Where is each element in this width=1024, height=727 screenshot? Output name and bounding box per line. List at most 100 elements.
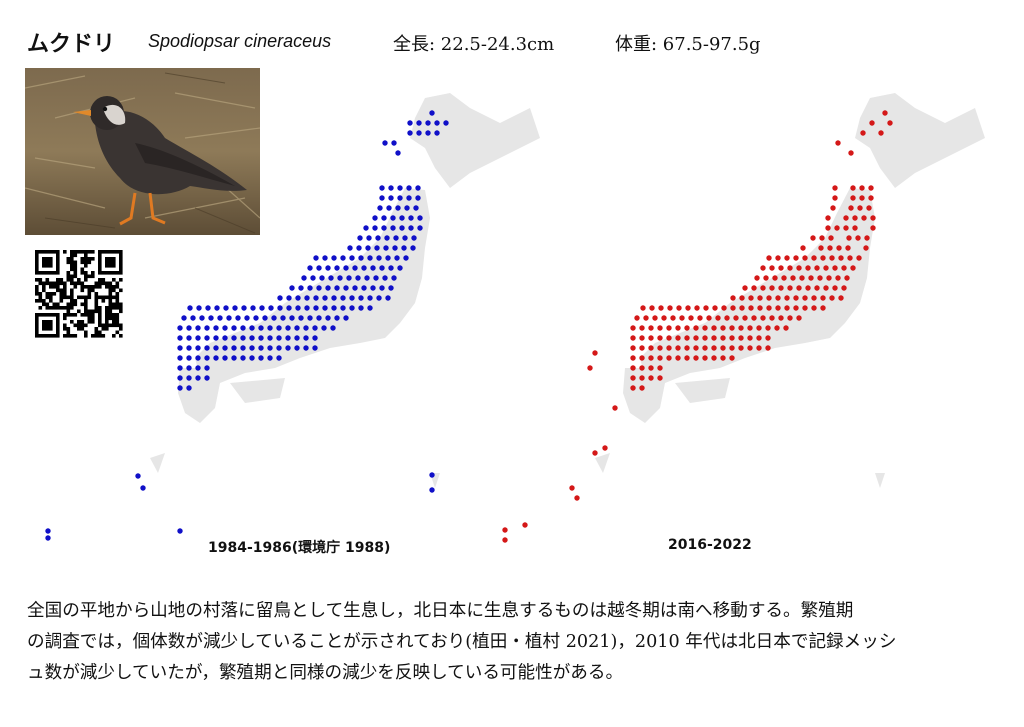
record-dot — [783, 325, 789, 331]
record-dot — [827, 245, 833, 251]
record-dot — [729, 335, 735, 341]
record-dot — [684, 355, 690, 361]
record-dot — [391, 275, 397, 281]
record-dot — [271, 315, 277, 321]
record-dot — [648, 335, 654, 341]
record-dot — [846, 235, 852, 241]
record-dot — [135, 473, 141, 479]
record-dot — [384, 235, 390, 241]
record-dot — [231, 345, 237, 351]
record-dot — [751, 285, 757, 291]
record-dot — [787, 285, 793, 291]
record-dot — [392, 245, 398, 251]
record-dot — [312, 325, 318, 331]
record-dot — [790, 275, 796, 281]
record-dot — [226, 315, 232, 321]
record-dot — [370, 285, 376, 291]
record-dot — [720, 355, 726, 361]
record-dot — [805, 285, 811, 291]
record-dot — [316, 285, 322, 291]
record-dot — [724, 315, 730, 321]
record-dot — [693, 355, 699, 361]
record-dot — [213, 335, 219, 341]
record-dot — [379, 285, 385, 291]
record-dot — [820, 255, 826, 261]
record-dot — [739, 305, 745, 311]
record-dot — [340, 295, 346, 301]
record-dot — [337, 275, 343, 281]
record-dot — [286, 295, 292, 301]
record-dot — [522, 522, 528, 528]
record-dot — [775, 295, 781, 301]
record-dot — [730, 305, 736, 311]
record-dot — [666, 325, 672, 331]
record-dot — [417, 225, 423, 231]
record-dot — [774, 325, 780, 331]
record-dot — [177, 385, 183, 391]
record-dot — [675, 325, 681, 331]
record-dot — [294, 335, 300, 341]
record-dot — [303, 325, 309, 331]
record-dot — [316, 315, 322, 321]
record-dot — [778, 285, 784, 291]
record-dot — [857, 205, 863, 211]
record-dot — [417, 215, 423, 221]
record-dot — [375, 235, 381, 241]
record-dot — [204, 375, 210, 381]
record-dot — [357, 235, 363, 241]
record-dot — [382, 140, 388, 146]
record-dot — [331, 305, 337, 311]
record-dot — [863, 245, 869, 251]
record-dot — [383, 245, 389, 251]
qr-code-image — [35, 250, 123, 338]
record-dot — [298, 315, 304, 321]
record-dot — [411, 235, 417, 241]
record-dot — [277, 295, 283, 301]
body-weight: 体重: 67.5-97.5g — [615, 34, 761, 55]
record-dot — [358, 295, 364, 301]
record-dot — [364, 275, 370, 281]
record-dot — [413, 205, 419, 211]
record-dot — [766, 295, 772, 301]
record-dot — [213, 355, 219, 361]
record-dot — [817, 275, 823, 281]
species-description: 全国の平地から山地の村落に留鳥として生息し，北日本に生息するものは越冬期は南へ移… — [27, 596, 1005, 689]
record-dot — [186, 385, 192, 391]
record-dot — [715, 315, 721, 321]
record-dot — [249, 325, 255, 331]
record-dot — [825, 215, 831, 221]
record-dot — [829, 295, 835, 301]
record-dot — [832, 265, 838, 271]
record-dot — [720, 335, 726, 341]
record-dot — [397, 185, 403, 191]
record-dot — [868, 195, 874, 201]
record-dot — [712, 305, 718, 311]
record-dot — [861, 215, 867, 221]
qr-code[interactable] — [35, 250, 127, 338]
record-dot — [190, 315, 196, 321]
record-dot — [502, 527, 508, 533]
record-dot — [406, 185, 412, 191]
record-dot — [240, 325, 246, 331]
record-dot — [222, 345, 228, 351]
record-dot — [684, 345, 690, 351]
record-dot — [832, 195, 838, 201]
record-dot — [177, 335, 183, 341]
record-dot — [140, 485, 146, 491]
record-dot — [356, 245, 362, 251]
record-dot — [639, 365, 645, 371]
record-dot — [756, 345, 762, 351]
record-dot — [693, 335, 699, 341]
record-dot — [721, 305, 727, 311]
record-dot — [415, 195, 421, 201]
record-dot — [751, 315, 757, 321]
record-dot — [429, 110, 435, 116]
record-dot — [379, 195, 385, 201]
record-dot — [658, 305, 664, 311]
record-dot — [372, 225, 378, 231]
record-dot — [693, 345, 699, 351]
record-dot — [652, 315, 658, 321]
record-dot — [214, 305, 220, 311]
record-dot — [312, 345, 318, 351]
record-dot — [399, 225, 405, 231]
